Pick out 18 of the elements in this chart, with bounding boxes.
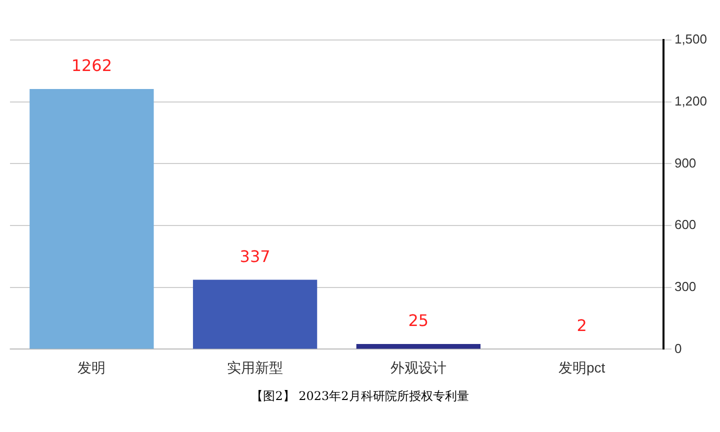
data-label: 2 <box>576 316 587 335</box>
bar <box>30 89 154 349</box>
y-tick-label: 0 <box>674 340 682 356</box>
x-tick-label: 实用新型 <box>227 359 284 376</box>
data-label: 25 <box>408 311 429 330</box>
y-tick-label: 1,200 <box>674 93 708 108</box>
data-label: 1262 <box>71 56 112 76</box>
bar <box>192 280 318 349</box>
y-tick-label: 300 <box>674 278 696 294</box>
y-tick-label: 1,500 <box>674 32 708 47</box>
x-tick-label: 发明 <box>78 359 106 376</box>
data-label: 337 <box>240 246 270 266</box>
text: 【图2】 2023年2月科研院所授权专利量 <box>250 388 470 405</box>
y-tick-label: 600 <box>674 217 696 232</box>
y-tick-label: 900 <box>674 155 696 170</box>
x-tick-label: 外观设计 <box>390 359 446 376</box>
x-tick-label: 发明pct <box>558 359 606 376</box>
bar <box>356 344 480 349</box>
